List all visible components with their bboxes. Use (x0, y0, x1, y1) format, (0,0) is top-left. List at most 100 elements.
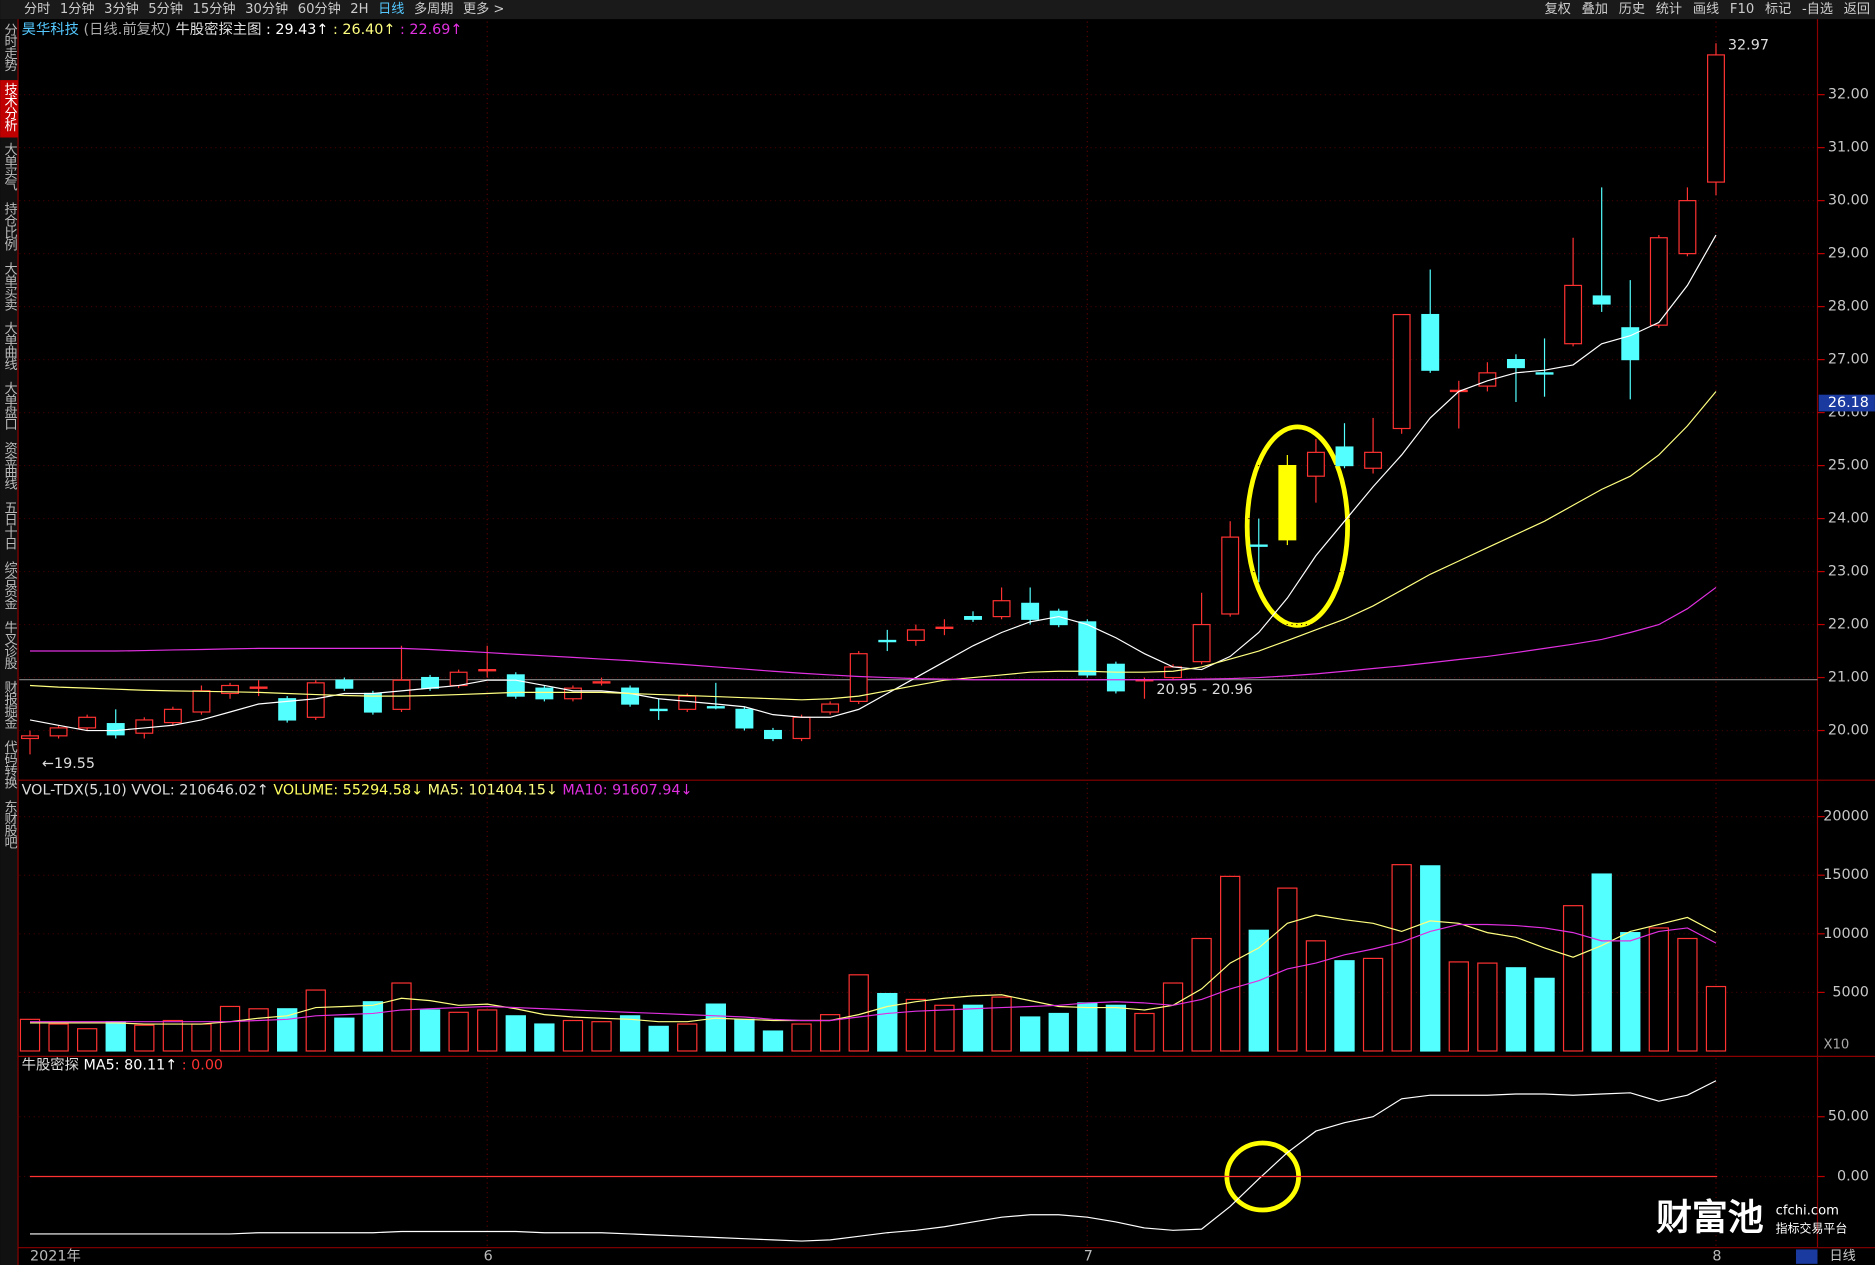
candle-body (649, 708, 668, 712)
toolbar-item[interactable]: 多周期 (414, 0, 453, 17)
candle-body (678, 695, 697, 710)
panel-header: 昊华科技 (日线.前复权) 牛股密探主图 : 29.43↑ : 26.40↑ :… (22, 20, 463, 38)
candle-body (1621, 327, 1640, 361)
candle-body (592, 681, 611, 684)
candle-body (792, 716, 811, 740)
toolbar-item[interactable]: 2H (350, 2, 368, 17)
candle-body (563, 687, 582, 700)
volume-bar (1134, 1012, 1155, 1052)
volume-bar (248, 1008, 269, 1052)
side-tab-active (0, 80, 19, 138)
volume-bar (1105, 1004, 1127, 1052)
volume-bar (677, 1023, 698, 1052)
volume-bar (362, 1001, 384, 1052)
toolbar-item[interactable]: 更多 > (463, 0, 504, 17)
candle-body (1021, 602, 1040, 620)
volume-bar (848, 974, 869, 1052)
volume-bar (19, 1018, 41, 1052)
side-tab[interactable]: 综合资金 (2, 560, 18, 609)
side-tab[interactable]: 大单盘口 (2, 381, 18, 431)
candle-body (964, 616, 982, 620)
candle-body (878, 639, 897, 643)
candle-body (821, 703, 840, 713)
toolbar-item[interactable]: 5分钟 (148, 0, 183, 17)
volume-bar (419, 1009, 441, 1052)
toolbar-item[interactable]: 复权 (1545, 0, 1571, 17)
volume-bar (991, 996, 1012, 1052)
volume-bar (1077, 1002, 1098, 1052)
watermark-brand: 财富池 (1656, 1197, 1764, 1239)
toolbar-item[interactable]: 叠加 (1582, 1, 1608, 17)
volume-ma-line (30, 914, 1717, 1025)
candle-body (1278, 464, 1297, 541)
panel-header: 牛股密探 MA5: 80.11↑ : 0.00 (22, 1056, 223, 1073)
side-tab[interactable]: 技术分析 (2, 82, 18, 132)
toolbar-item[interactable]: F10 (1730, 2, 1754, 17)
candle-body (1564, 284, 1583, 345)
toolbar-item[interactable]: 标记 (1765, 1, 1791, 17)
candle-body (1078, 621, 1097, 676)
volume-bar (1362, 957, 1384, 1052)
toolbar-item[interactable]: 日线 (378, 1, 404, 17)
toolbar-item[interactable]: -自选 (1802, 1, 1833, 17)
volume-bar (791, 1023, 812, 1052)
volume-bar (1020, 1016, 1041, 1052)
indicator-line (30, 1080, 1717, 1242)
volume-ma-line (30, 923, 1717, 1023)
side-tab[interactable]: 分时走势 (2, 22, 18, 73)
side-tab[interactable]: 五日十日 (2, 501, 18, 550)
toolbar-item[interactable]: 画线 (1693, 1, 1719, 17)
side-tab[interactable]: 大单买气 (2, 142, 18, 192)
volume-bar (1505, 967, 1527, 1052)
side-tab[interactable]: 代码转换 (2, 740, 18, 791)
toolbar-item[interactable]: 30分钟 (245, 0, 288, 17)
volume-bar (1420, 865, 1441, 1052)
volume-bar (48, 1023, 69, 1052)
annotation: ←19.55 (42, 756, 95, 772)
candle-body (192, 690, 211, 713)
volume-bar (334, 1017, 355, 1052)
toolbar-item[interactable]: 60分钟 (298, 0, 341, 17)
candle-body (335, 679, 354, 689)
side-tab[interactable]: 大单曲线 (2, 321, 18, 371)
toolbar-item[interactable]: 分时 (24, 1, 50, 17)
volume-bar (1048, 1012, 1069, 1052)
side-tab[interactable]: 财报掘金 (2, 680, 18, 729)
candle-body (392, 679, 411, 710)
side-tab[interactable]: 牛叉诊股 (2, 620, 18, 671)
y-tick-label: 22.00 (1828, 617, 1869, 633)
side-bar (0, 19, 19, 1265)
volume-bar (1162, 982, 1184, 1052)
candle-body (1192, 623, 1211, 663)
volume-bar (1191, 937, 1212, 1052)
side-tab[interactable]: 东财股吧 (2, 799, 18, 849)
volume-bar (1534, 977, 1555, 1052)
y-tick-label: 27.00 (1828, 352, 1869, 368)
toolbar-item[interactable]: 返回 (1844, 1, 1870, 17)
price-tag-bg (1818, 394, 1875, 412)
x-tick-label: 7 (1084, 1249, 1093, 1265)
ma-line (29, 391, 1717, 701)
candle-body (535, 687, 554, 700)
toolbar-item[interactable]: 15分钟 (193, 0, 236, 17)
y-tick-label: 31.00 (1828, 140, 1869, 156)
header-item: : 0.00 (182, 1057, 223, 1073)
candle-body (764, 729, 782, 740)
x-tick-label: 2021年 (30, 1248, 81, 1265)
toolbar-item[interactable]: 3分钟 (104, 0, 139, 17)
side-tab[interactable]: 持仓比例 (2, 202, 18, 253)
header-item: (日线.前复权) (84, 20, 171, 38)
candle-body (735, 708, 754, 729)
candle-body (992, 600, 1011, 618)
toolbar-item[interactable]: 1分钟 (60, 0, 95, 17)
volume-bar (191, 1023, 212, 1052)
toolbar-item[interactable]: 历史 (1619, 1, 1645, 17)
highlight-ellipse (1244, 424, 1351, 628)
candle-body (78, 716, 97, 729)
side-tab[interactable]: 大单买卖 (2, 261, 18, 311)
volume-bar (105, 1021, 126, 1052)
side-tab[interactable]: 资金曲线 (2, 441, 18, 491)
toolbar-item[interactable]: 统计 (1656, 1, 1682, 17)
